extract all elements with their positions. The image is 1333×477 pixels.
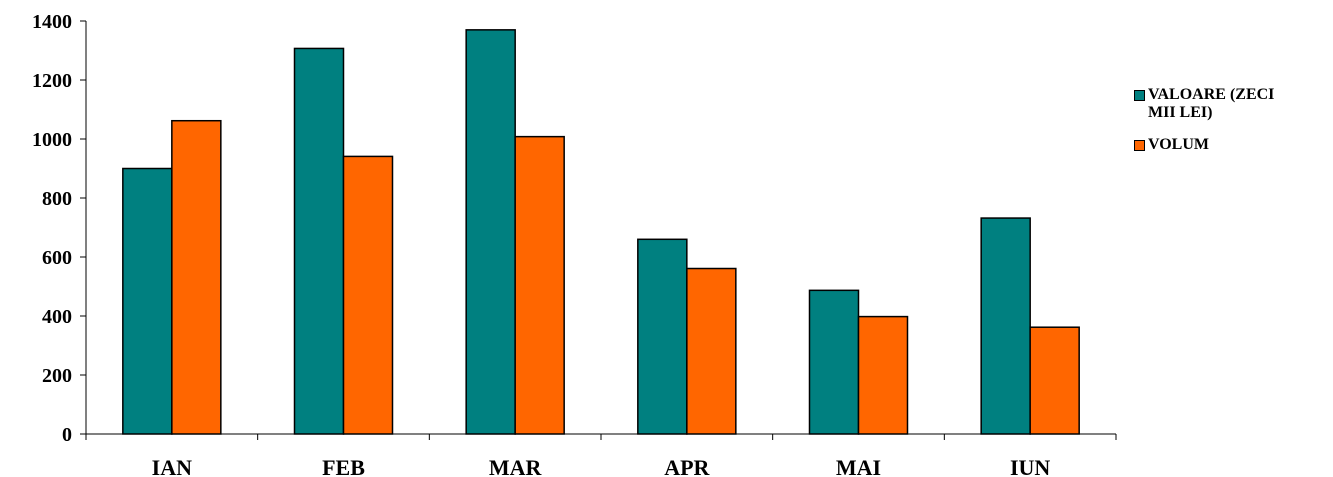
bar-volum-iun (1029, 326, 1080, 435)
bar-volum-ian (171, 119, 222, 435)
x-category-label: IAN (152, 455, 192, 477)
bar-volum-apr (686, 267, 737, 435)
y-tick-label: 1200 (32, 70, 72, 92)
bars (122, 29, 1080, 435)
bar-valoare-iun (980, 217, 1031, 435)
legend: VALOARE (ZECI MII LEI) VOLUM (1134, 86, 1324, 168)
bar-valoare-mar (465, 29, 516, 435)
legend-item-valoare: VALOARE (ZECI MII LEI) (1134, 86, 1324, 122)
legend-label-volum: VOLUM (1148, 136, 1210, 153)
legend-swatch-valoare (1134, 90, 1145, 101)
x-category-label: MAI (836, 455, 881, 477)
bar-volum-mar (514, 135, 565, 435)
y-tick-label: 800 (42, 188, 72, 210)
y-tick-label: 200 (42, 365, 72, 387)
bar-valoare-feb (293, 47, 345, 435)
axes (80, 20, 1117, 440)
bar-volum-mai (857, 315, 909, 435)
x-category-label: APR (664, 455, 710, 477)
y-tick-label: 1400 (32, 11, 72, 33)
y-tick-label: 600 (42, 247, 72, 269)
y-tick-label: 0 (62, 424, 72, 446)
x-category-label: IUN (1010, 455, 1050, 477)
bar-valoare-apr (637, 238, 688, 435)
bar-valoare-ian (122, 167, 173, 435)
x-category-label: MAR (489, 455, 543, 477)
legend-swatch-volum (1134, 140, 1145, 151)
y-tick-label: 1000 (32, 129, 72, 151)
bar-volum-feb (342, 155, 394, 435)
legend-item-volum: VOLUM (1134, 136, 1324, 154)
labels: 0 200 400 600 800 1000 1200 1400 IAN FEB MAR APR MAI… (32, 11, 1050, 477)
x-category-label: FEB (322, 455, 365, 477)
y-tick-label: 400 (42, 306, 72, 328)
legend-label-valoare: VALOARE (ZECI MII LEI) (1148, 86, 1275, 121)
bar-valoare-mai (808, 289, 860, 435)
